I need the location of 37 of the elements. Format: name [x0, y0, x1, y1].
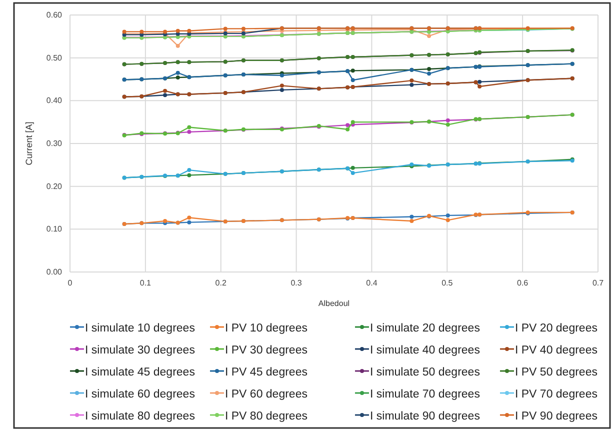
legend-label: I PV 70 degrees	[515, 388, 598, 400]
legend-label: I simulate 30 degrees	[85, 344, 196, 356]
legend-label: I PV 40 degrees	[515, 344, 598, 356]
y-tick-label: 0.00	[46, 268, 63, 277]
y-tick-label: 0.50	[46, 53, 63, 62]
legend-label: I simulate 70 degrees	[370, 388, 480, 400]
legend-label: I PV 45 degrees	[225, 366, 308, 378]
y-tick-label: 0.40	[46, 96, 63, 106]
x-tick-label: 0	[68, 278, 73, 288]
legend-label: I simulate 80 degrees	[85, 410, 196, 422]
x-tick-label: 0.5	[442, 278, 454, 288]
legend-label: I simulate 40 degrees	[370, 344, 480, 356]
legend-label: I simulate 90 degrees	[370, 410, 480, 422]
legend-label: I PV 20 degrees	[515, 322, 598, 334]
legend-label: I simulate 20 degrees	[370, 322, 480, 334]
legend-label: I PV 60 degrees	[225, 388, 308, 400]
legend-label: I simulate 60 degrees	[85, 388, 196, 400]
x-axis-title: Albedoul	[318, 299, 350, 308]
y-tick-label: 0.60	[46, 10, 63, 20]
legend-label: I PV 10 degrees	[225, 322, 308, 334]
x-tick-label: 0.3	[290, 278, 302, 288]
y-tick-label: 0.10	[46, 224, 63, 234]
legend-label: I PV 80 degrees	[225, 410, 308, 422]
legend-label: I simulate 45 degrees	[85, 366, 196, 378]
x-tick-label: 0.7	[592, 278, 604, 288]
x-tick-label: 0.4	[366, 278, 378, 288]
legend-label: I PV 30 degrees	[225, 344, 308, 356]
y-axis-title: Current [A]	[24, 122, 34, 166]
y-tick-label: 0.20	[46, 182, 63, 191]
legend-label: I simulate 50 degrees	[370, 366, 480, 378]
x-tick-label: 0.6	[517, 278, 529, 288]
legend-label: I PV 90 degrees	[515, 410, 598, 422]
legend-label: I PV 50 degrees	[515, 366, 598, 378]
y-tick-label: 0.30	[46, 139, 63, 148]
x-tick-label: 0.2	[215, 278, 227, 288]
legend-label: I simulate 10 degrees	[85, 322, 196, 334]
x-tick-label: 0.1	[140, 278, 152, 288]
